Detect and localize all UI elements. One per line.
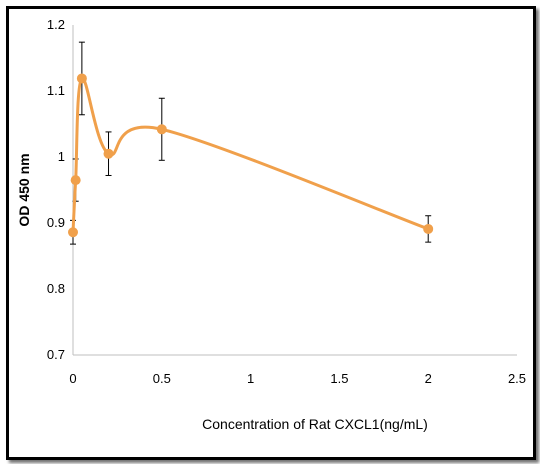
- x-tick-label: 1.5: [330, 371, 348, 386]
- data-point: [156, 124, 167, 135]
- x-tick-label: 2.5: [508, 371, 526, 386]
- y-tick-label: 0.7: [47, 347, 65, 362]
- data-point: [70, 175, 81, 186]
- error-bars: [70, 41, 432, 245]
- axes: [72, 25, 517, 356]
- data-point: [423, 223, 434, 234]
- x-tick-label: 1: [247, 371, 254, 386]
- x-axis-label: Concentration of Rat CXCL1(ng/mL): [202, 416, 428, 432]
- line-chart: 0.70.80.911.11.2 0 0.5 1 1.5 2 2.5 OD 450 nm …: [16, 17, 526, 432]
- series-line: [71, 76, 429, 233]
- y-tick-label: 0.8: [47, 281, 65, 296]
- x-tick-label: 2: [425, 371, 432, 386]
- y-axis-label: OD 450 nm: [16, 153, 32, 226]
- data-point: [68, 227, 78, 238]
- y-tick-label: 1.2: [47, 17, 65, 32]
- y-tick-label: 1.1: [47, 83, 65, 98]
- x-tick-label: 0: [69, 371, 76, 386]
- y-tick-label: 0.9: [47, 215, 65, 230]
- data-point: [76, 73, 87, 84]
- x-tick-label: 0.5: [153, 371, 171, 386]
- data-point: [103, 148, 114, 159]
- x-tick-labels: 0 0.5 1 1.5 2 2.5: [69, 371, 526, 386]
- chart-frame: 0.7 0.8 0.9 1 1.1 1.2 0 0.5 1 1.5 2 2.5 OD 450 nm …: [6, 6, 536, 460]
- y-tick-label: 1: [58, 149, 65, 164]
- y-tick-labels: 0.7 0.8 0.9 1 1.1 1.2: [47, 17, 65, 362]
- data-points: [68, 73, 434, 238]
